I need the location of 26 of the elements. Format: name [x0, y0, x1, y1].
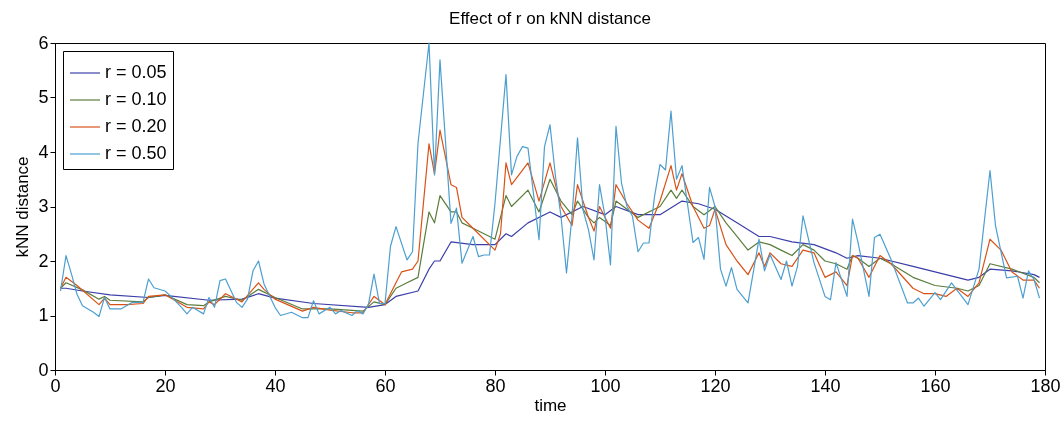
x-tick-label: 40: [265, 375, 286, 396]
x-tick-label: 160: [920, 375, 951, 396]
x-tick-label: 140: [810, 375, 841, 396]
y-tick-label: 0: [38, 359, 49, 380]
legend-label: r = 0.50: [105, 143, 167, 163]
y-tick-label: 1: [38, 305, 49, 325]
legend-label: r = 0.10: [105, 89, 167, 109]
y-tick-label: 5: [38, 87, 49, 107]
y-tick-label: 6: [38, 32, 49, 53]
x-tick-label: 100: [590, 375, 621, 396]
y-axis-title: kNN distance: [13, 156, 33, 258]
x-tick-label: 180: [1030, 375, 1061, 396]
y-tick-label: 4: [38, 141, 49, 162]
chart-title: Effect of r on kNN distance: [449, 9, 651, 28]
y-tick-label: 2: [38, 250, 49, 271]
x-axis-title: time: [534, 395, 567, 415]
legend-label: r = 0.05: [105, 62, 167, 82]
x-tick-label: 60: [375, 375, 396, 396]
x-tick-label: 120: [700, 375, 731, 396]
line-series: [59, 178, 1041, 312]
x-tick-label: 80: [485, 375, 506, 396]
y-tick-label: 3: [38, 196, 49, 216]
legend-label: r = 0.20: [105, 116, 167, 136]
line-series: [59, 42, 1041, 319]
x-tick-label: 20: [155, 375, 176, 396]
line-series: [59, 200, 1041, 308]
